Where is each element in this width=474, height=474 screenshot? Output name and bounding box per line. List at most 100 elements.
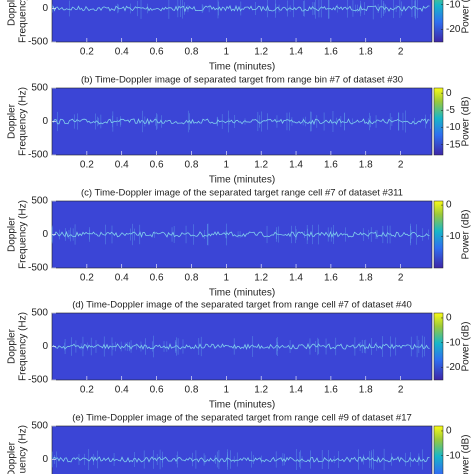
x-tick-label: 2 [398, 273, 404, 284]
x-tick-label: 0.8 [184, 160, 198, 171]
x-tick-label: 0.6 [150, 273, 164, 284]
y-axis-label: Frequency (Hz) [18, 87, 29, 156]
colorbar-label: Power (dB) [461, 434, 472, 474]
x-tick-label: 1.4 [289, 47, 303, 58]
doppler-trace [52, 342, 430, 350]
x-axis-label: Time (minutes) [209, 400, 275, 411]
x-tick-label: 1.2 [254, 385, 268, 396]
x-tick-label: 0.8 [184, 273, 198, 284]
panel-title: (c) Time-Doppler image of the separated … [81, 188, 403, 199]
doppler-trace [52, 455, 430, 463]
y-tick-label: 0 [42, 229, 48, 240]
doppler-trace [52, 4, 430, 13]
colorbar-tick-label: 0 [446, 426, 452, 437]
x-tick-label: 1.2 [254, 160, 268, 171]
colorbar [433, 0, 444, 43]
colorbar-tick-label: -10 [446, 450, 461, 461]
x-tick-label: 1.6 [324, 160, 338, 171]
x-tick-label: 0.4 [115, 385, 129, 396]
x-tick-label: 2 [398, 160, 404, 171]
y-tick-label: 0 [42, 3, 48, 14]
x-tick-label: 0.2 [80, 160, 94, 171]
x-tick-label: 1.4 [289, 160, 303, 171]
x-tick-label: 1.8 [359, 273, 373, 284]
panel-title: (e) Time-Doppler image of the separated … [72, 413, 412, 424]
y-tick-label: -500 [28, 375, 48, 386]
x-tick-label: 0.6 [150, 160, 164, 171]
colorbar-tick-label: -10 [446, 0, 461, 10]
y-tick-label: -500 [28, 150, 48, 161]
x-tick-label: 1.8 [359, 385, 373, 396]
y-axis-label: Frequency (Hz) [18, 425, 29, 474]
y-axis-label: Doppler [7, 441, 18, 474]
spectrogram-image [51, 200, 433, 269]
colorbar-label: Power (dB) [461, 209, 472, 259]
y-axis-label: Doppler [7, 0, 18, 26]
x-tick-label: 1.8 [359, 47, 373, 58]
y-tick-label: 500 [31, 308, 48, 319]
x-tick-label: 1.6 [324, 47, 338, 58]
colorbar-tick-label: -15 [446, 139, 461, 150]
colorbar-tick-label: -20 [446, 362, 461, 373]
x-tick-label: 0.4 [115, 273, 129, 284]
x-tick-label: 0.6 [150, 385, 164, 396]
x-axis-label: Time (minutes) [209, 62, 275, 73]
spectrogram-image [51, 425, 433, 474]
colorbar [433, 87, 444, 156]
colorbar-tick-label: -5 [446, 105, 455, 116]
colorbar-label: Power (dB) [461, 0, 472, 34]
x-tick-label: 1.4 [289, 273, 303, 284]
colorbar-label: Power (dB) [461, 96, 472, 146]
x-tick-label: 0.6 [150, 47, 164, 58]
y-axis-label: Doppler [7, 216, 18, 252]
y-tick-label: -500 [28, 263, 48, 274]
spectrogram-image [51, 312, 433, 381]
x-tick-label: 0.2 [80, 47, 94, 58]
x-tick-label: 0.4 [115, 160, 129, 171]
y-axis-label: Frequency (Hz) [18, 312, 29, 381]
x-tick-label: 0.2 [80, 273, 94, 284]
colorbar [433, 312, 444, 381]
y-axis-label: Frequency (Hz) [18, 0, 29, 43]
y-tick-label: 0 [42, 454, 48, 465]
colorbar [433, 425, 444, 474]
y-tick-label: 500 [31, 83, 48, 94]
y-tick-label: 500 [31, 421, 48, 432]
colorbar-tick-label: 0 [446, 88, 452, 99]
colorbar-tick-label: -10 [446, 337, 461, 348]
doppler-trace [52, 230, 430, 238]
x-tick-label: 1.2 [254, 273, 268, 284]
x-tick-label: 1 [224, 385, 230, 396]
x-tick-label: 0.4 [115, 47, 129, 58]
y-axis-label: Doppler [7, 328, 18, 364]
colorbar-tick-label: -10 [446, 231, 461, 242]
y-tick-label: 0 [42, 341, 48, 352]
x-tick-label: 1 [224, 273, 230, 284]
x-tick-label: 0.2 [80, 385, 94, 396]
y-tick-label: 0 [42, 116, 48, 127]
colorbar-tick-label: 0 [446, 200, 452, 211]
x-tick-label: 2 [398, 385, 404, 396]
x-tick-label: 0.8 [184, 385, 198, 396]
colorbar-tick-label: -10 [446, 122, 461, 133]
y-tick-label: 500 [31, 196, 48, 207]
colorbar [433, 200, 444, 269]
spectrogram-image [51, 87, 433, 156]
y-tick-label: -500 [28, 37, 48, 48]
y-axis-label: Frequency (Hz) [18, 200, 29, 269]
x-tick-label: 1.4 [289, 385, 303, 396]
x-tick-label: 1.2 [254, 47, 268, 58]
doppler-trace [52, 117, 430, 126]
panel-title: (b) Time-Doppler image of separated targ… [81, 75, 403, 86]
x-tick-label: 1.8 [359, 160, 373, 171]
y-axis-label: Doppler [7, 103, 18, 139]
panel-title: (d) Time-Doppler image of the separated … [72, 300, 412, 311]
x-axis-label: Time (minutes) [209, 175, 275, 186]
x-tick-label: 1 [224, 160, 230, 171]
x-tick-label: 1.6 [324, 385, 338, 396]
colorbar-tick-label: -20 [446, 24, 461, 35]
x-tick-label: 0.8 [184, 47, 198, 58]
x-tick-label: 1 [224, 47, 230, 58]
x-axis-label: Time (minutes) [209, 288, 275, 299]
